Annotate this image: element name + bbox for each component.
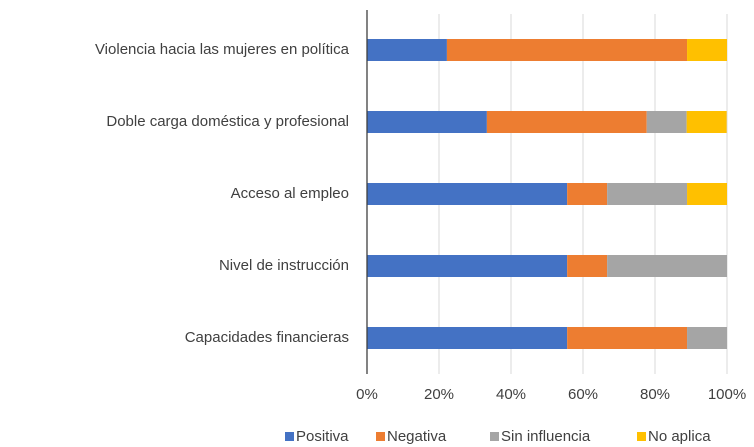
x-tick-label: 40% bbox=[496, 386, 526, 403]
bar-segment bbox=[486, 111, 647, 133]
bar-segment bbox=[607, 255, 727, 277]
legend-label: Positiva bbox=[296, 428, 349, 445]
x-tick-label: 0% bbox=[356, 386, 378, 403]
legend-swatch bbox=[637, 432, 646, 441]
bar-segment bbox=[646, 111, 687, 133]
y-tick-label: Violencia hacia las mujeres en política bbox=[95, 41, 350, 58]
bar-segment bbox=[367, 327, 568, 349]
x-tick-label: 20% bbox=[424, 386, 454, 403]
legend-label: Sin influencia bbox=[501, 428, 591, 445]
bar-segment bbox=[687, 327, 727, 349]
bar-segment bbox=[367, 111, 487, 133]
bar-segment bbox=[367, 39, 447, 61]
bar-segment bbox=[567, 327, 688, 349]
bar-segment bbox=[686, 111, 727, 133]
y-tick-label: Nivel de instrucción bbox=[219, 257, 349, 274]
x-tick-label: 80% bbox=[640, 386, 670, 403]
bar-segment bbox=[367, 183, 568, 205]
y-tick-label: Capacidades financieras bbox=[185, 329, 349, 346]
legend-swatch bbox=[285, 432, 294, 441]
bar-segment bbox=[567, 255, 608, 277]
x-tick-label: 60% bbox=[568, 386, 598, 403]
legend-label: No aplica bbox=[648, 428, 711, 445]
y-tick-label: Acceso al empleo bbox=[231, 185, 349, 202]
bar-segment bbox=[446, 39, 688, 61]
bar-segment bbox=[607, 183, 688, 205]
legend-swatch bbox=[376, 432, 385, 441]
bar-segment bbox=[567, 183, 608, 205]
bar-segment bbox=[687, 183, 727, 205]
legend-label: Negativa bbox=[387, 428, 447, 445]
bar-segment bbox=[687, 39, 727, 61]
legend-swatch bbox=[490, 432, 499, 441]
bar-segment bbox=[367, 255, 568, 277]
y-tick-label: Doble carga doméstica y profesional bbox=[106, 113, 349, 130]
x-tick-label: 100% bbox=[708, 386, 746, 403]
